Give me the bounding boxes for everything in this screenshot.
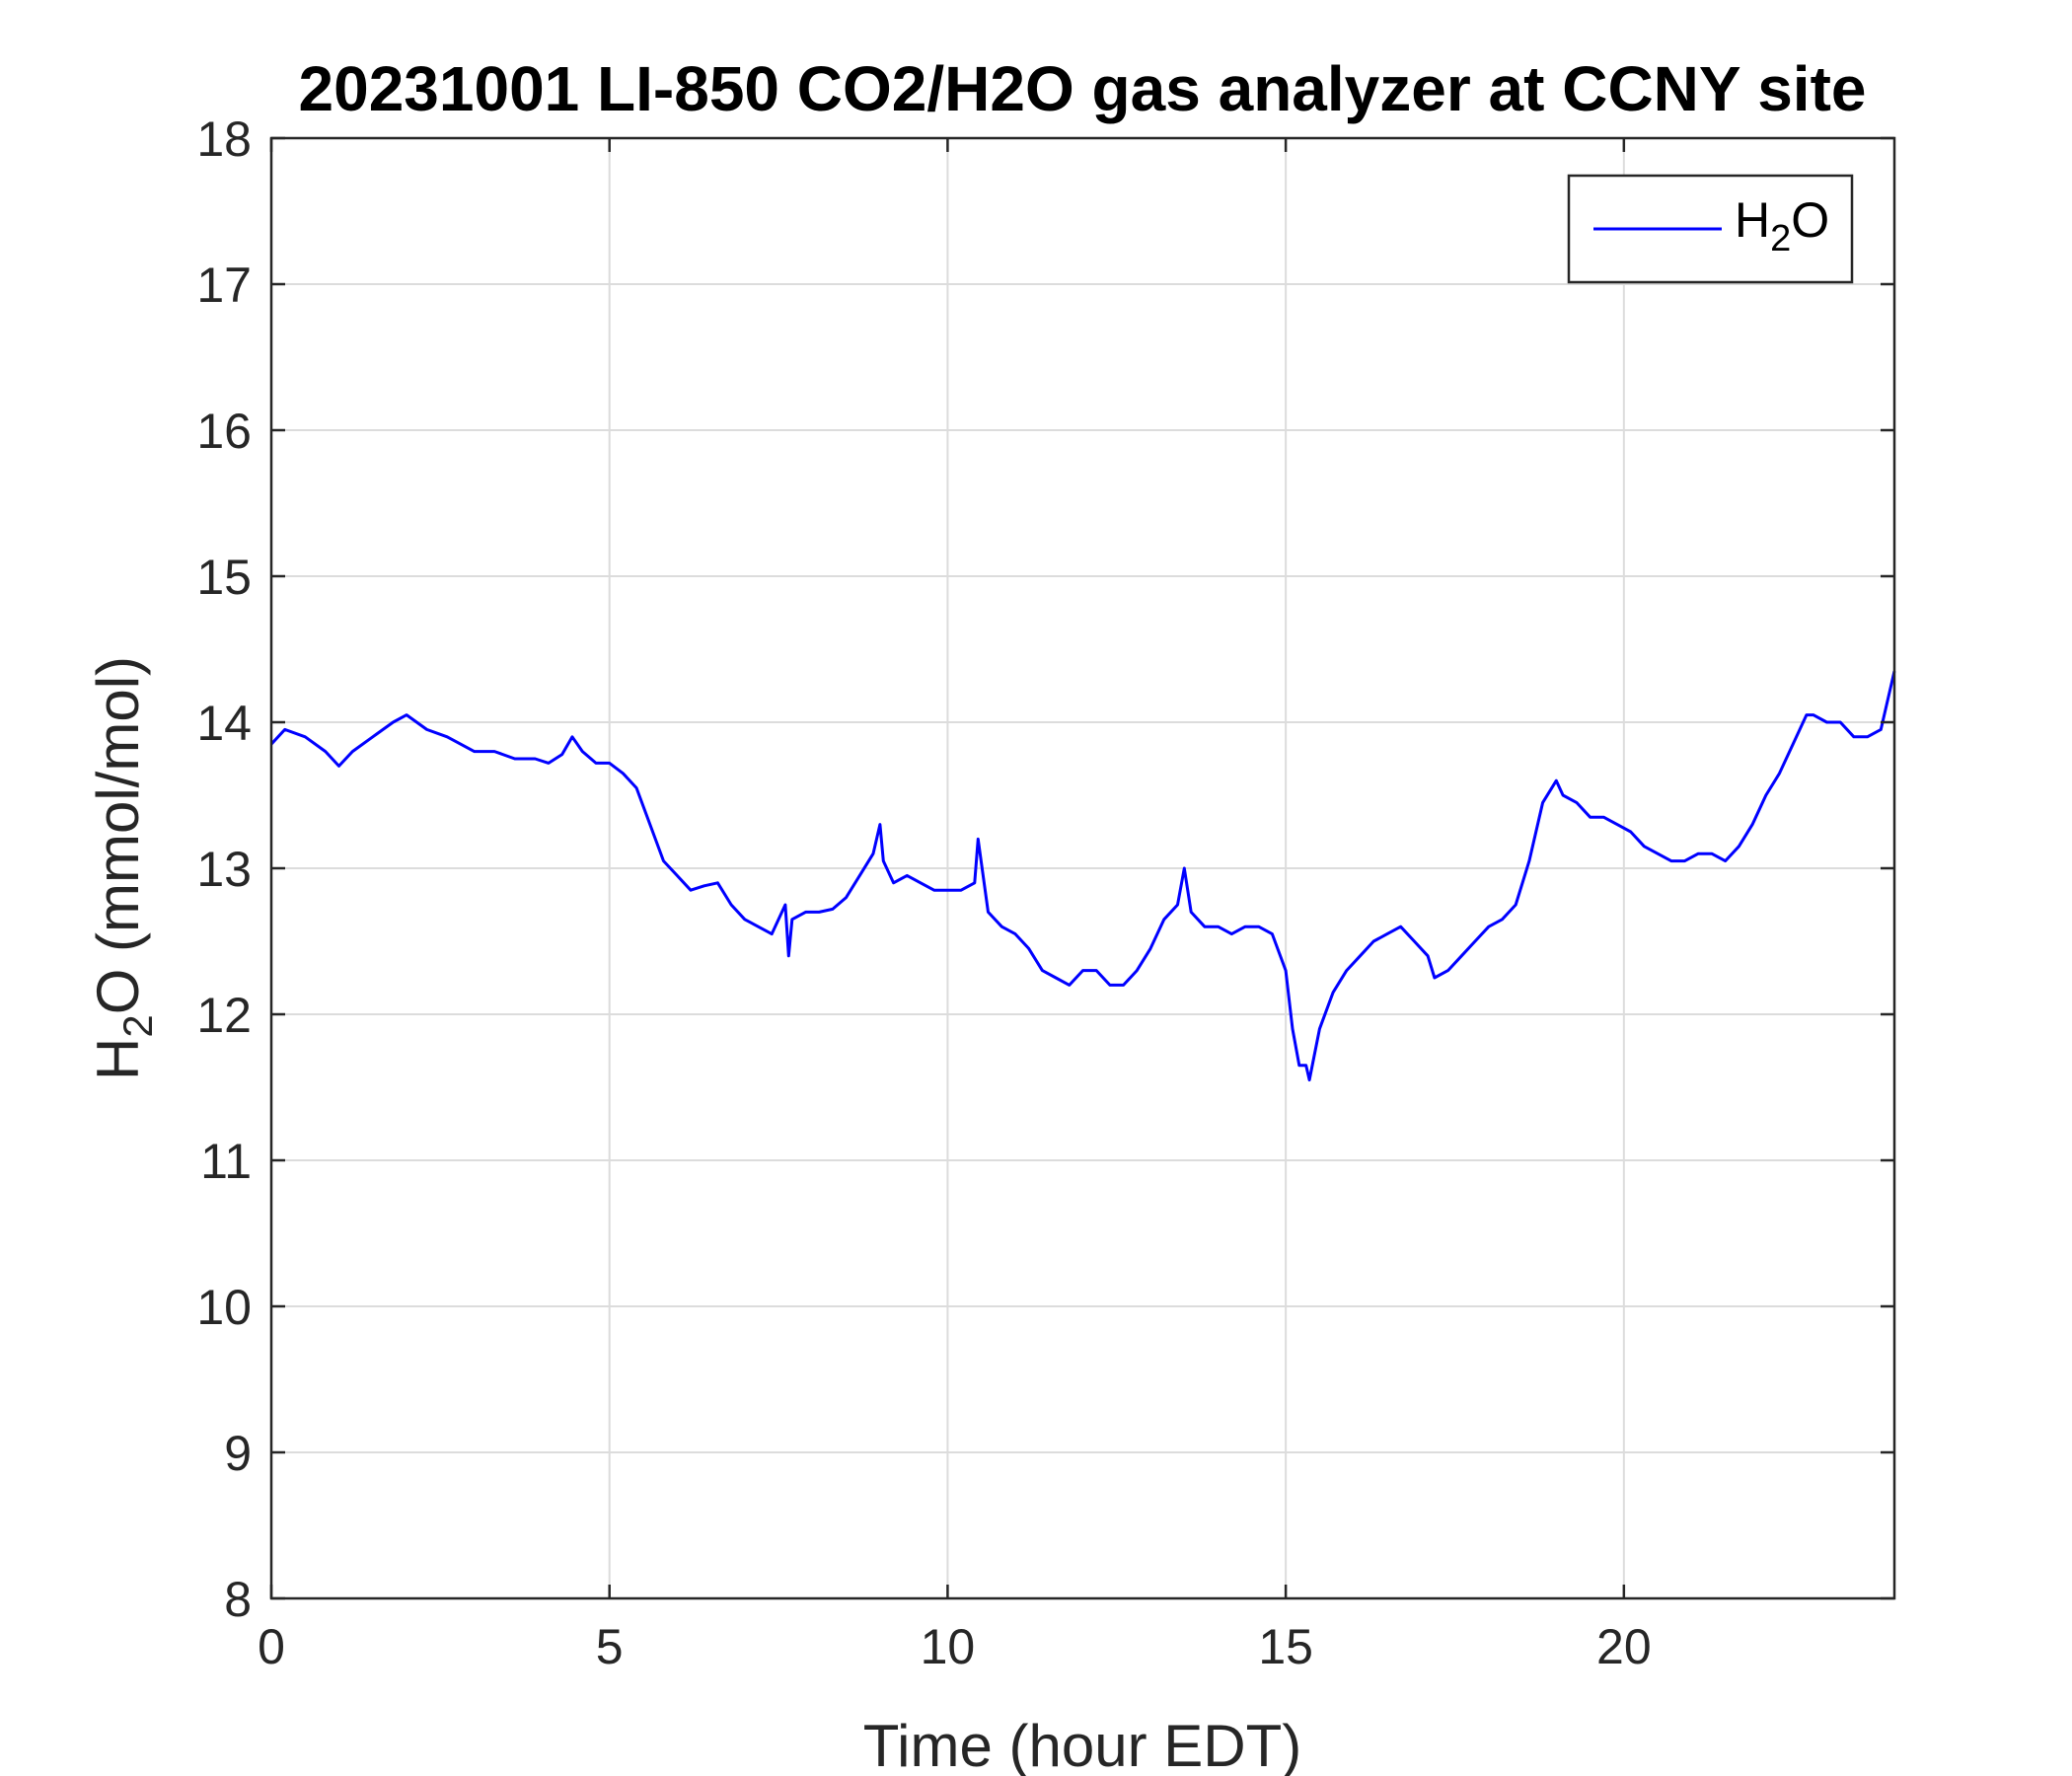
legend-label-base: H	[1735, 192, 1770, 248]
y-tick-label: 12	[196, 988, 252, 1043]
y-axis-title-base: H	[85, 1038, 151, 1080]
y-tick-label: 17	[196, 258, 252, 313]
x-tick-label: 15	[1258, 1619, 1313, 1674]
series-layer	[269, 670, 1896, 1082]
y-tick-label: 10	[196, 1280, 252, 1335]
legend-label-rest: O	[1791, 192, 1829, 248]
x-axis-title: Time (hour EDT)	[863, 1713, 1302, 1776]
y-axis-title: H2O (mmol/mol)	[85, 656, 161, 1080]
y-tick-label: 8	[224, 1572, 252, 1627]
legend-label-subscript: 2	[1770, 218, 1791, 259]
y-tick-label: 16	[196, 404, 252, 459]
h2o-series-line	[269, 670, 1896, 1082]
y-tick-label: 15	[196, 550, 252, 605]
y-axis-title-rest: O (mmol/mol)	[85, 656, 151, 1014]
legend-label: H2O	[1735, 192, 1829, 259]
chart-title: 20231001 LI-850 CO2/H2O gas analyzer at …	[299, 53, 1867, 124]
x-tick-label: 20	[1596, 1619, 1652, 1674]
x-tick-label: 10	[921, 1619, 976, 1674]
legend: H2O	[1567, 174, 1854, 284]
axis-ticks	[269, 136, 1894, 1600]
grid-lines	[271, 138, 1894, 1598]
x-tick-label: 0	[258, 1619, 285, 1674]
y-tick-label: 14	[196, 696, 252, 751]
y-tick-label: 9	[224, 1426, 252, 1481]
x-tick-label: 5	[596, 1619, 624, 1674]
tick-labels: 0 5 10 15 20 8 9 10 11 12 13 14 15 16 17 18	[196, 111, 1651, 1674]
y-axis-title-subscript: 2	[114, 1014, 161, 1037]
y-tick-label: 13	[196, 842, 252, 897]
y-tick-label: 18	[196, 111, 252, 167]
y-tick-label: 11	[200, 1134, 252, 1189]
